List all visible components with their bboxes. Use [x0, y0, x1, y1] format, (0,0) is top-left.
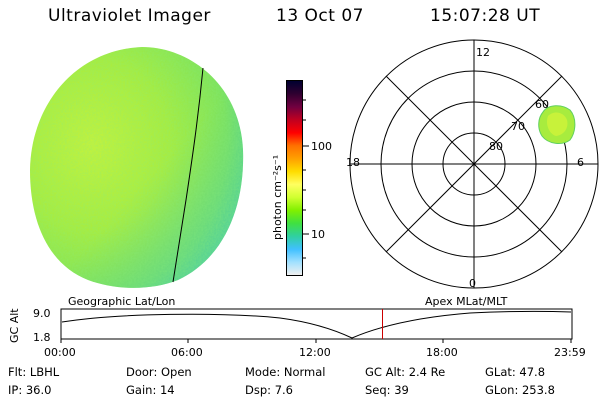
terminator-line — [172, 67, 204, 283]
footer-gain: Gain: 14 — [126, 383, 175, 397]
footer-door: Door: Open — [126, 365, 192, 379]
footer-dsp: Dsp: 7.6 — [245, 383, 293, 397]
image-date: 13 Oct 07 — [276, 6, 364, 26]
x-tick-1200: 12:00 — [299, 346, 331, 359]
footer-glon: GLon: 253.8 — [485, 383, 555, 397]
altitude-curve — [61, 310, 572, 339]
footer-mode: Mode: Normal — [245, 365, 326, 379]
mlt-label-12: 12 — [476, 46, 490, 59]
colorbar-tick-100: 100 — [311, 140, 332, 153]
x-tick-1800: 18:00 — [426, 346, 458, 359]
mlt-label-6: 6 — [577, 156, 584, 169]
lat-label-70: 70 — [511, 120, 525, 133]
apex-title: Apex MLat/MLT — [425, 295, 508, 308]
geographic-title: Geographic Lat/Lon — [68, 295, 176, 308]
image-time: 15:07:28 UT — [430, 6, 541, 26]
footer-glat: GLat: 47.8 — [485, 365, 546, 379]
colorbar — [286, 80, 303, 276]
footer-seq: Seq: 39 — [365, 383, 409, 397]
colorbar-tick-10: 10 — [311, 228, 325, 241]
instrument-title: Ultraviolet Imager — [48, 6, 211, 26]
x-tick-0000: 00:00 — [44, 346, 76, 359]
footer-ip: IP: 36.0 — [8, 383, 52, 397]
lat-label-60: 60 — [535, 98, 549, 111]
mlt-label-18: 18 — [346, 156, 360, 169]
y-tick-min: 1.8 — [33, 331, 51, 344]
mlt-label-0: 0 — [469, 277, 476, 290]
auroral-patch — [538, 105, 576, 144]
x-tick-2359: 23:59 — [554, 346, 586, 359]
x-tick-0600: 06:00 — [171, 346, 203, 359]
footer-gc-alt: GC Alt: 2.4 Re — [365, 365, 446, 379]
y-tick-max: 9.0 — [33, 307, 51, 320]
footer-flt: Flt: LBHL — [8, 365, 60, 379]
lat-label-80: 80 — [489, 140, 503, 153]
